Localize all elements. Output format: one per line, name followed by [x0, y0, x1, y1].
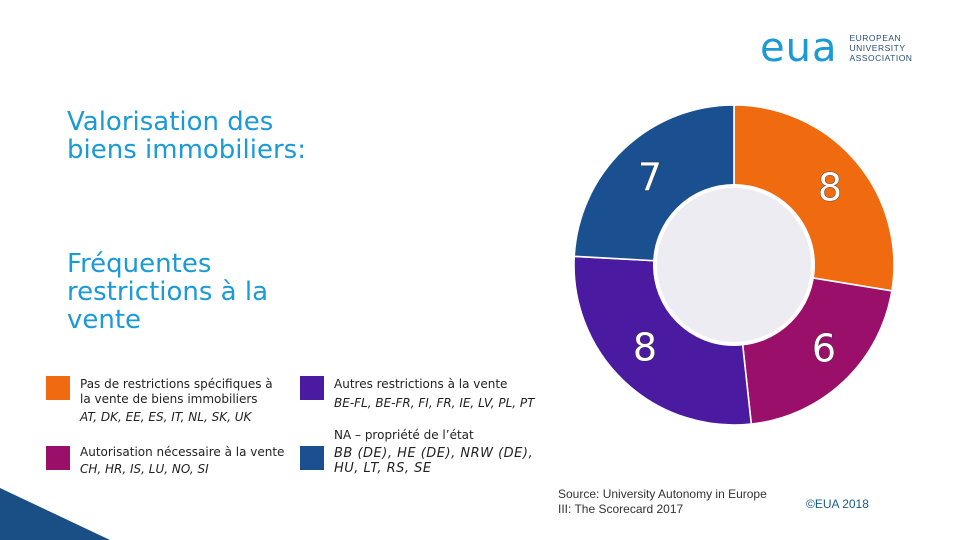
- legend-countries-other-restrictions: BE-FL, BE-FR, FI, FR, IE, LV, PL, PT: [334, 396, 535, 410]
- legend-swatch-na-state-owned: [300, 446, 324, 470]
- source-note: Source: University Autonomy in Europe II…: [558, 487, 767, 516]
- logo-mark: eua: [760, 25, 838, 71]
- donut-value-label-3: 7: [638, 156, 662, 200]
- logo-line-1: EUROPEAN: [849, 33, 902, 43]
- logo-line-2: UNIVERSITY: [849, 43, 906, 53]
- legend-swatch-authorization: [46, 446, 70, 470]
- legend-label-no-restrictions: Pas de restrictions spécifiques à la ven…: [80, 377, 273, 406]
- logo-text: EUROPEAN UNIVERSITY ASSOCIATION: [849, 33, 912, 63]
- donut-value-label-1: 6: [812, 327, 836, 371]
- donut-value-label-0: 8: [818, 166, 842, 210]
- corner-decoration: [0, 488, 110, 540]
- slide-title: Valorisation des biens immobiliers:: [67, 107, 306, 165]
- logo-line-3: ASSOCIATION: [849, 53, 913, 63]
- legend-countries-authorization: CH, HR, IS, LU, NO, SI: [80, 462, 209, 476]
- legend-label-other-restrictions: Autres restrictions à la vente: [334, 377, 508, 391]
- legend-swatch-no-restrictions: [46, 376, 70, 400]
- legend-countries-no-restrictions: AT, DK, EE, ES, IT, NL, SK, UK: [80, 410, 252, 424]
- legend-countries-na-state-owned: BB (DE), HE (DE), NRW (DE), HU, LT, RS, …: [334, 446, 534, 476]
- donut-value-label-2: 8: [633, 326, 657, 370]
- legend-label-na-state-owned: NA – propriété de l’état: [334, 428, 474, 442]
- legend-label-authorization: Autorisation nécessaire à la vente: [80, 445, 285, 459]
- legend-swatch-other-restrictions: [300, 376, 324, 400]
- donut-hole: [653, 184, 815, 346]
- eua-logo: eua EUROPEAN UNIVERSITY ASSOCIATION: [760, 28, 912, 68]
- copyright: ©EUA 2018: [806, 497, 869, 511]
- slide-subtitle: Fréquentes restrictions à la vente: [67, 249, 269, 335]
